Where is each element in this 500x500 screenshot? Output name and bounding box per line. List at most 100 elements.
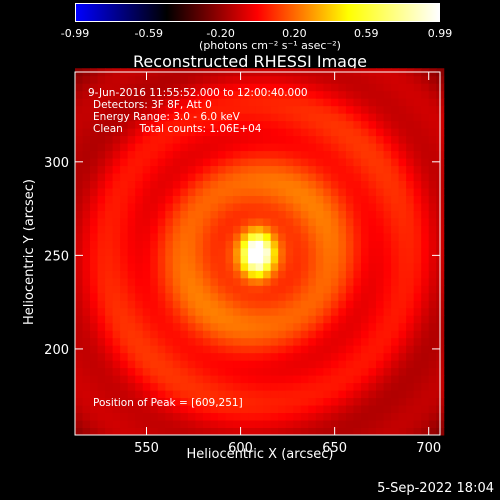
heatmap-cell — [210, 105, 219, 114]
heatmap-cell — [391, 210, 400, 219]
heatmap-cell — [278, 330, 287, 339]
heatmap-cell — [413, 360, 422, 369]
heatmap-cell — [263, 143, 272, 152]
heatmap-cell — [338, 352, 347, 361]
heatmap-cell — [82, 143, 91, 152]
heatmap-cell — [142, 120, 151, 129]
heatmap-cell — [293, 420, 302, 429]
heatmap-cell — [82, 232, 91, 241]
heatmap-cell — [300, 143, 309, 152]
heatmap-cell — [360, 195, 370, 204]
heatmap-cell — [233, 382, 242, 391]
heatmap-cell — [165, 240, 174, 249]
heatmap-cell — [75, 240, 84, 249]
heatmap-cell — [142, 382, 151, 391]
heatmap-cell — [150, 150, 159, 159]
heatmap-cell — [157, 307, 166, 316]
heatmap-cell — [105, 390, 114, 399]
heatmap-cell — [165, 120, 174, 129]
heatmap-cell — [180, 330, 189, 339]
heatmap-cell — [413, 83, 422, 92]
heatmap-cell — [300, 277, 309, 286]
heatmap-cell — [308, 360, 317, 369]
heatmap-cell — [428, 270, 437, 279]
heatmap-cell — [406, 75, 415, 84]
heatmap-cell — [330, 277, 339, 286]
heatmap-cell — [255, 232, 264, 241]
heatmap-cell — [202, 240, 211, 249]
heatmap-cell — [127, 262, 136, 271]
heatmap-cell — [75, 135, 84, 144]
heatmap-cell — [376, 375, 385, 384]
heatmap-cell — [398, 128, 407, 137]
heatmap-cell — [225, 240, 234, 249]
heatmap-cell — [383, 232, 392, 241]
heatmap-cell — [165, 337, 174, 346]
heatmap-cell — [165, 382, 174, 391]
heatmap-cell — [165, 420, 174, 429]
heatmap-cell — [202, 195, 211, 204]
heatmap-cell — [368, 375, 377, 384]
heatmap-cell — [376, 315, 385, 324]
heatmap-cell — [210, 217, 219, 226]
heatmap-cell — [345, 397, 354, 406]
heatmap-cell — [150, 315, 159, 324]
heatmap-cell — [278, 420, 287, 429]
heatmap-cell — [180, 113, 189, 122]
heatmap-cell — [398, 307, 407, 316]
heatmap-cell — [97, 247, 106, 256]
heatmap-cell — [90, 75, 99, 84]
heatmap-cell — [217, 315, 227, 324]
heatmap-cell — [383, 90, 392, 99]
heatmap-cell — [308, 240, 317, 249]
heatmap-cell — [142, 105, 151, 114]
heatmap-cell — [127, 195, 136, 204]
heatmap-cell — [180, 188, 189, 196]
heatmap-cell — [105, 195, 114, 204]
heatmap-cell — [75, 300, 84, 309]
heatmap-cell — [421, 120, 430, 129]
heatmap-cell — [255, 120, 264, 129]
heatmap-cell — [225, 90, 234, 99]
heatmap-cell — [360, 75, 370, 84]
heatmap-cell — [217, 270, 227, 279]
heatmap-cell — [263, 427, 272, 436]
heatmap-cell — [330, 210, 339, 219]
heatmap-cell — [270, 135, 279, 144]
heatmap-cell — [75, 390, 84, 399]
heatmap-cell — [391, 307, 400, 316]
heatmap-cell — [217, 420, 227, 429]
heatmap-cell — [323, 90, 332, 99]
heatmap-cell — [157, 232, 166, 241]
heatmap-cell — [82, 270, 91, 279]
heatmap-cell — [285, 255, 294, 264]
heatmap-cell — [225, 195, 234, 204]
heatmap-cell — [255, 195, 264, 204]
annotation-detectors: Detectors: 3F 8F, Att 0 — [93, 99, 212, 111]
heatmap-cell — [293, 270, 302, 279]
heatmap-cell — [187, 262, 196, 271]
heatmap-cell — [225, 285, 234, 294]
heatmap-cell — [398, 173, 407, 182]
heatmap-cell — [323, 158, 332, 167]
heatmap-cell — [127, 300, 136, 309]
heatmap-cell — [82, 337, 91, 346]
heatmap-cell — [285, 405, 294, 414]
heatmap-cell — [150, 83, 159, 92]
heatmap-cell — [225, 307, 234, 316]
heatmap-cell — [300, 307, 309, 316]
heatmap-cell — [323, 292, 332, 301]
heatmap-cell — [293, 307, 302, 316]
heatmap-cell — [233, 128, 242, 137]
heatmap-cell — [338, 105, 347, 114]
heatmap-cell — [353, 98, 362, 107]
heatmap-cell — [428, 352, 437, 361]
heatmap-cell — [391, 352, 400, 361]
heatmap-cell — [376, 210, 385, 219]
heatmap-cell — [278, 195, 287, 204]
heatmap-cell — [112, 307, 121, 316]
heatmap-cell — [165, 270, 174, 279]
heatmap-cell — [398, 105, 407, 114]
heatmap-cell — [112, 240, 121, 249]
heatmap-cell — [428, 83, 437, 92]
